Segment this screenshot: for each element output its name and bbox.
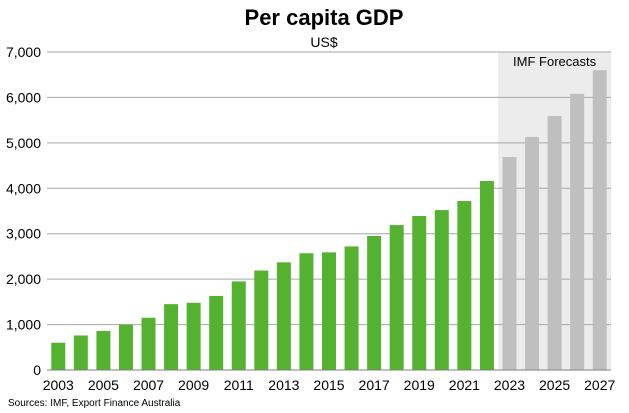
bar-2019: [412, 215, 427, 370]
bar-2018: [389, 225, 404, 370]
bar-2010: [209, 295, 224, 370]
y-tick-label: 2,000: [6, 271, 41, 287]
x-tick-label: 2007: [133, 377, 164, 393]
y-tick-label: 3,000: [6, 226, 41, 242]
y-tick-label: 4,000: [6, 180, 41, 196]
bar-2023: [502, 156, 517, 370]
bar-2007: [141, 317, 156, 370]
bar-2003: [51, 342, 66, 370]
chart-subtitle: US$: [310, 34, 337, 50]
x-tick-label: 2011: [224, 377, 254, 393]
x-tick-label: 2025: [539, 377, 570, 393]
y-axis-ticks: 0 1,000 2,000 3,000 4,000 5,000 6,000 7,000: [6, 44, 41, 378]
forecast-label: IMF Forecasts: [513, 54, 597, 69]
y-tick-label: 1,000: [6, 317, 41, 333]
bar-2013: [276, 262, 291, 370]
bar-2017: [367, 235, 382, 370]
bar-2026: [570, 93, 585, 371]
chart-title: Per capita GDP: [245, 5, 404, 30]
bars: [51, 70, 607, 371]
x-tick-label: 2009: [178, 377, 209, 393]
bar-2005: [96, 330, 111, 370]
x-tick-label: 2027: [584, 377, 615, 393]
y-tick-label: 0: [33, 362, 41, 378]
bar-2014: [299, 253, 314, 370]
y-tick-label: 7,000: [6, 44, 41, 60]
x-tick-label: 2003: [43, 377, 74, 393]
bar-2015: [322, 252, 336, 370]
x-tick-label: 2015: [313, 377, 344, 393]
y-tick-label: 5,000: [6, 135, 41, 151]
bar-2027: [592, 70, 607, 371]
bar-2020: [434, 210, 449, 370]
bar-2011: [231, 281, 246, 370]
bar-2004: [73, 335, 88, 370]
x-tick-label: 2017: [359, 377, 390, 393]
x-tick-label: 2021: [449, 377, 480, 393]
x-tick-label: 2019: [404, 377, 435, 393]
bar-2008: [164, 304, 179, 370]
bar-2006: [118, 324, 133, 370]
x-tick-label: 2023: [494, 377, 525, 393]
bar-2025: [547, 116, 562, 370]
y-tick-label: 6,000: [6, 89, 41, 105]
bar-2012: [254, 270, 269, 370]
x-axis-ticks: 2003 2005 2007 2009 2011 2013 2015 2017 2019 2021…: [43, 377, 616, 393]
bar-2022: [479, 181, 494, 370]
bar-2009: [186, 302, 201, 370]
x-tick-label: 2013: [268, 377, 299, 393]
bar-2024: [525, 136, 540, 370]
bar-2021: [457, 201, 472, 370]
source-note: Sources: IMF, Export Finance Australia: [8, 398, 181, 409]
bar-2016: [344, 246, 359, 370]
x-tick-label: 2005: [88, 377, 119, 393]
